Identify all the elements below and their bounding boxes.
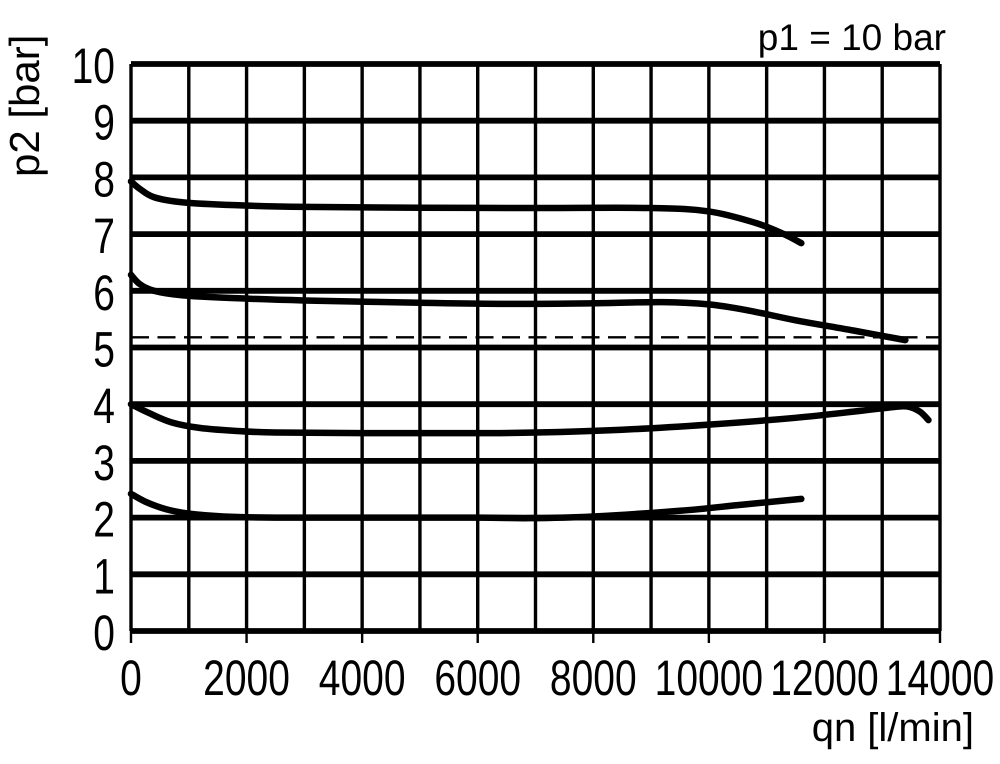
svg-text:10: 10	[72, 38, 115, 94]
svg-text:7: 7	[93, 208, 115, 264]
svg-text:0: 0	[93, 605, 115, 661]
svg-text:4: 4	[93, 378, 115, 434]
svg-text:0: 0	[120, 650, 142, 706]
svg-text:2000: 2000	[203, 650, 290, 706]
svg-text:qn [l/min]: qn [l/min]	[812, 706, 974, 750]
svg-text:1: 1	[93, 548, 115, 604]
svg-text:12000: 12000	[770, 650, 878, 706]
svg-text:14000: 14000	[886, 650, 994, 706]
svg-text:3: 3	[93, 435, 115, 491]
svg-text:6000: 6000	[434, 650, 521, 706]
svg-text:6: 6	[93, 265, 115, 321]
svg-text:4000: 4000	[319, 650, 406, 706]
svg-text:5: 5	[93, 322, 115, 378]
svg-text:2: 2	[93, 492, 115, 548]
svg-text:p2 [bar]: p2 [bar]	[1, 35, 48, 177]
svg-text:8: 8	[93, 151, 115, 207]
svg-text:9: 9	[93, 95, 115, 151]
svg-text:8000: 8000	[550, 650, 637, 706]
svg-text:p1 = 10 bar: p1 = 10 bar	[758, 17, 946, 58]
svg-text:10000: 10000	[655, 650, 763, 706]
